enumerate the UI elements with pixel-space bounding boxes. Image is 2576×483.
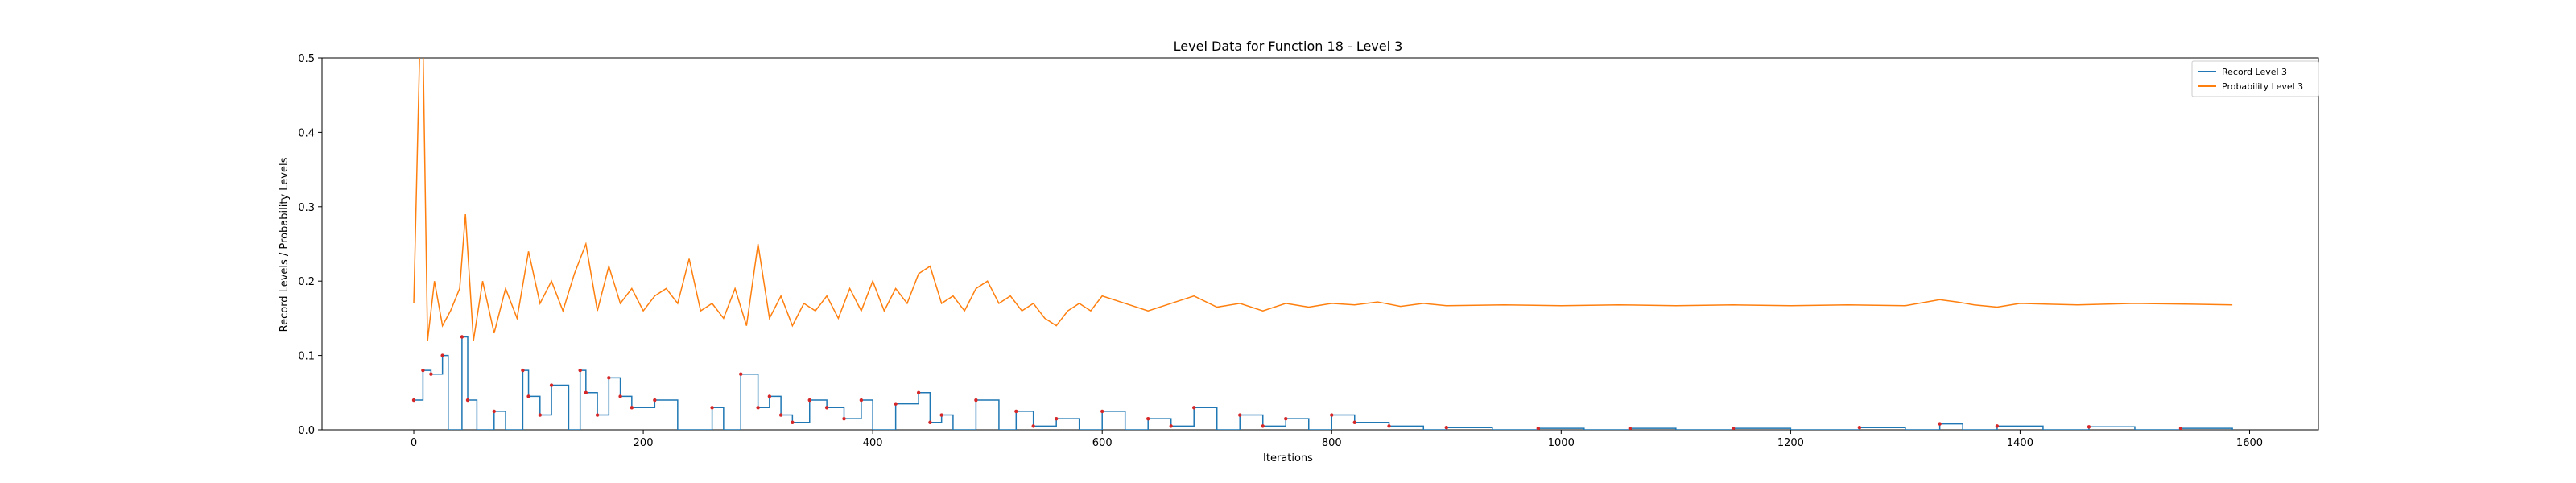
record-marker [1146,416,1150,421]
x-tick-label: 800 [1322,437,1342,449]
record-marker [1352,420,1356,424]
x-tick-label: 1400 [2007,437,2033,449]
x-tick-label: 0 [411,437,417,449]
record-marker [1444,426,1448,430]
record-marker [429,372,433,376]
record-marker [1731,426,1736,430]
record-marker [465,398,470,402]
record-marker [916,390,921,394]
record-marker [492,409,496,414]
record-marker [1238,413,1242,417]
legend: Record Level 3 Probability Level 3 [2191,60,2319,97]
chart-title: Level Data for Function 18 - Level 3 [1174,39,1403,54]
record-marker [538,413,543,417]
y-axis: 0.0 0.1 0.2 0.3 0.4 0.5 [298,53,322,437]
record-marker [939,413,943,417]
record-marker [1536,426,1541,430]
y-tick-label: 0.5 [298,53,315,65]
record-marker [607,376,611,380]
record-marker [1192,406,1196,410]
record-marker [521,368,525,373]
record-marker [1387,424,1391,428]
record-marker [440,353,444,357]
record-marker [1857,426,1862,430]
record-markers [411,335,2183,430]
record-marker [618,394,622,398]
record-marker [974,398,978,402]
record-marker [824,406,829,410]
record-marker [791,420,795,424]
record-marker [421,368,425,373]
record-marker [894,402,898,406]
record-marker [526,394,530,398]
y-tick-label: 0.0 [298,425,315,437]
record-marker [928,420,932,424]
record-marker [578,368,582,373]
legend-label-probability: Probability Level 3 [2222,81,2303,92]
record-marker [842,416,846,421]
record-marker [2087,425,2091,429]
record-marker [460,335,464,339]
record-marker [1169,424,1173,428]
record-marker [756,406,760,410]
x-tick-label: 400 [863,437,883,449]
record-marker [2178,426,2183,430]
record-marker [859,398,864,402]
y-tick-label: 0.2 [298,276,315,288]
record-marker [584,390,588,394]
record-marker [595,413,600,417]
record-marker [710,406,714,410]
x-tick-label: 1200 [1777,437,1804,449]
record-marker [1261,424,1265,428]
x-tick-label: 1600 [2236,437,2263,449]
plot-area [321,57,2319,431]
record-marker [778,413,783,417]
x-tick-label: 600 [1092,437,1113,449]
legend-box [2191,60,2319,97]
record-marker [1628,426,1633,430]
record-marker [1014,409,1018,414]
y-tick-label: 0.3 [298,202,315,214]
x-axis: 0 200 400 600 800 1000 1200 1400 1600 [411,430,2263,449]
x-axis-label: Iterations [1263,452,1313,464]
record-marker [630,406,634,410]
record-marker [807,398,811,402]
record-marker [411,398,416,402]
record-marker [1284,416,1288,421]
x-tick-label: 200 [634,437,654,449]
probability-line [413,58,2233,341]
record-marker [653,398,657,402]
y-axis-label: Record Levels / Probability Levels [279,157,291,332]
plot-frame [321,57,2319,431]
record-marker [1031,424,1035,428]
record-marker [1330,413,1334,417]
record-marker [1938,422,1942,426]
x-tick-label: 1000 [1548,437,1575,449]
y-tick-label: 0.4 [298,127,315,139]
record-marker [739,372,743,376]
record-marker [549,383,554,387]
record-marker [1054,416,1059,421]
legend-label-record: Record Level 3 [2222,67,2287,77]
record-line [414,336,2233,430]
series-probability-level-3 [413,58,2233,341]
record-marker [767,394,772,398]
record-marker [1995,424,2000,428]
series-record-level-3 [414,336,2233,430]
y-tick-label: 0.1 [298,351,315,363]
record-marker [1100,409,1104,414]
